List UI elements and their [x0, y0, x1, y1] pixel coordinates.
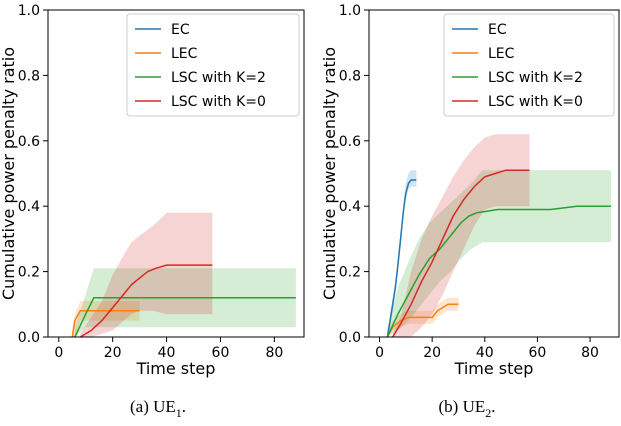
- axes-frame: [368, 9, 620, 338]
- series-line-3: [386, 205, 612, 337]
- y-tick-label: 0.0: [18, 330, 40, 346]
- series-line-1: [386, 179, 417, 337]
- x-axis-label: Time step: [136, 359, 216, 378]
- series-line-2: [386, 303, 459, 337]
- y-axis-label: Cumulative power penalty ratio: [320, 47, 339, 300]
- caption: (a) UE1.: [130, 397, 186, 420]
- legend-box: [443, 13, 615, 117]
- legend: EC LEC LSC with K=2 LSC with K=0: [443, 13, 615, 117]
- y-tick-label: 0.8: [18, 68, 40, 84]
- axes-frame: [47, 9, 305, 338]
- x-tick-label: 80: [581, 345, 599, 361]
- y-tick-label: 0.6: [339, 134, 361, 150]
- legend-entry: LSC with K=2: [171, 70, 266, 86]
- x-tick-label: 0: [375, 345, 384, 361]
- x-tick-label: 60: [212, 345, 230, 361]
- band-4: [392, 134, 530, 337]
- legend: EC LEC LSC with K=2 LSC with K=0: [126, 13, 300, 117]
- series-line-3: [74, 297, 296, 337]
- legend-entry: EC: [171, 22, 190, 38]
- y-tick-label: 0.8: [339, 68, 361, 84]
- y-tick-label: 0.6: [18, 134, 40, 150]
- y-tick-label: 0.2: [18, 265, 40, 281]
- series-line-4: [392, 169, 530, 337]
- legend-entry: LSC with K=0: [488, 94, 583, 110]
- plot-area: [386, 134, 612, 337]
- legend-box: [126, 13, 300, 117]
- x-tick-label: 60: [529, 345, 547, 361]
- chart-panel-2: 0 20 40 60 80 0.0 0.2 0.4 0.6 0.8 1.0 Time step Cumu…: [320, 3, 620, 420]
- band-2: [72, 301, 140, 337]
- chart-panel-1: 0 20 40 60 80 0.0 0.2 0.4 0.6 0.8 1.0 Time step Cumu…: [0, 3, 305, 420]
- x-axis-label: Time step: [454, 359, 534, 378]
- x-tick-label: 0: [54, 345, 63, 361]
- plot-area: [71, 212, 296, 337]
- y-tick-label: 0.0: [339, 330, 361, 346]
- legend-entry: LEC: [488, 46, 515, 62]
- legend-entry: LEC: [171, 46, 198, 62]
- y-tick-label: 0.4: [339, 199, 361, 215]
- y-tick-label: 1.0: [18, 3, 40, 19]
- y-tick-label: 0.4: [18, 199, 40, 215]
- y-tick-label: 0.2: [339, 265, 361, 281]
- x-tick-label: 40: [158, 345, 176, 361]
- y-tick-label: 1.0: [339, 3, 361, 19]
- x-tick-label: 40: [476, 345, 494, 361]
- legend-entry: LSC with K=0: [171, 94, 266, 110]
- x-tick-label: 80: [265, 345, 283, 361]
- y-axis-label: Cumulative power penalty ratio: [0, 47, 18, 300]
- legend-entry: LSC with K=2: [488, 70, 583, 86]
- band-3: [387, 170, 612, 337]
- x-tick-label: 20: [423, 345, 441, 361]
- caption: (b) UE2.: [439, 397, 496, 420]
- series-line-4: [79, 264, 213, 337]
- x-tick-label: 20: [104, 345, 122, 361]
- legend-entry: EC: [488, 22, 507, 38]
